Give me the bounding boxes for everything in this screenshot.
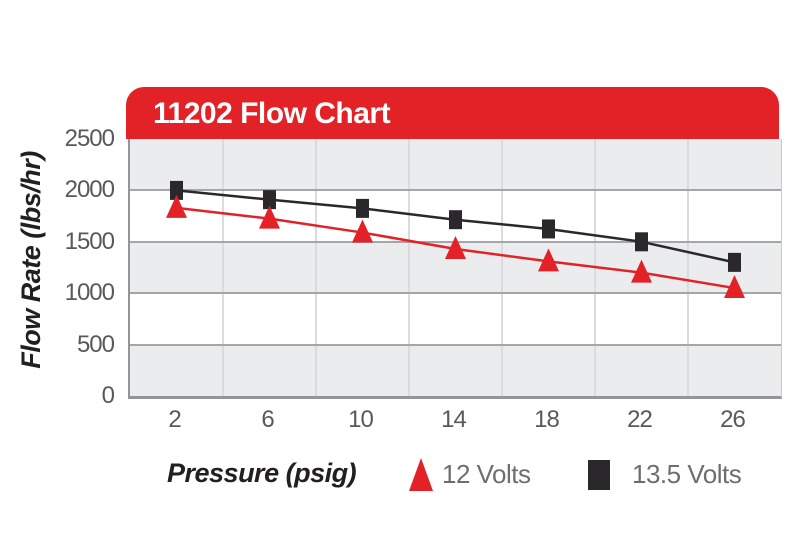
plot-area bbox=[128, 139, 782, 399]
vertical-gridline bbox=[315, 139, 317, 396]
marker-12-volts bbox=[538, 248, 559, 272]
vertical-gridline bbox=[408, 139, 410, 396]
marker-12-volts bbox=[259, 205, 280, 229]
horizontal-gridline bbox=[130, 292, 781, 295]
legend-triangle-icon bbox=[409, 458, 433, 491]
marker-12-volts bbox=[724, 275, 745, 299]
marker-13-5-volts bbox=[170, 180, 183, 200]
marker-12-volts bbox=[166, 194, 187, 218]
horizontal-gridline bbox=[130, 189, 781, 192]
vertical-gridline bbox=[687, 139, 689, 396]
chart-header: 11202 Flow Chart bbox=[126, 87, 779, 139]
marker-13-5-volts bbox=[263, 190, 276, 210]
legend-label-12-volts: 12 Volts bbox=[442, 459, 531, 489]
legend-square-icon bbox=[588, 460, 610, 490]
y-tick-label: 500 bbox=[76, 330, 115, 358]
vertical-gridline bbox=[222, 139, 224, 396]
x-axis-title: Pressure (psig) bbox=[167, 458, 357, 488]
y-tick-label: 0 bbox=[101, 382, 115, 409]
y-tick-label: 2000 bbox=[64, 176, 115, 204]
marker-12-volts bbox=[352, 219, 373, 243]
x-tick-label: 26 bbox=[720, 406, 746, 433]
vertical-gridline bbox=[501, 139, 503, 396]
x-tick-label: 6 bbox=[261, 406, 274, 433]
marker-13-5-volts bbox=[449, 210, 462, 230]
y-tick-label: 1500 bbox=[64, 227, 115, 255]
y-tick-label: 2500 bbox=[64, 125, 115, 152]
series-plot bbox=[166, 180, 745, 299]
marker-12-volts bbox=[631, 259, 652, 283]
x-tick-label: 22 bbox=[627, 406, 653, 433]
y-tick-label: 1000 bbox=[64, 279, 115, 307]
chart-title: 11202 Flow Chart bbox=[153, 97, 391, 130]
legend-label-13-5-volts: 13.5 Volts bbox=[632, 459, 742, 489]
x-tick-label: 14 bbox=[441, 406, 467, 433]
marker-13-5-volts bbox=[542, 219, 555, 239]
x-tick-label: 10 bbox=[348, 406, 374, 433]
marker-13-5-volts bbox=[635, 232, 648, 252]
marker-13-5-volts bbox=[356, 198, 369, 218]
marker-13-5-volts bbox=[728, 252, 741, 272]
marker-12-volts bbox=[445, 235, 466, 259]
horizontal-gridline bbox=[130, 343, 781, 346]
x-tick-label: 2 bbox=[168, 406, 181, 433]
x-tick-label: 18 bbox=[534, 406, 560, 433]
